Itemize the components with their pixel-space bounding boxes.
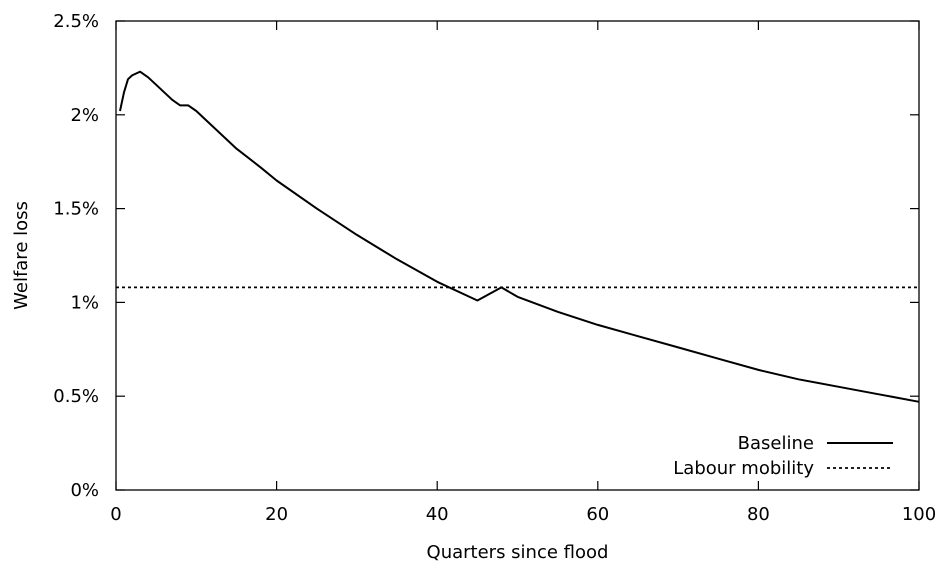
series-line-baseline bbox=[119, 70, 920, 403]
x-tick-label: 0 bbox=[110, 504, 121, 525]
y-tick-label: 1.5% bbox=[53, 199, 99, 220]
legend-label: Baseline bbox=[738, 433, 814, 454]
legend-label: Labour mobility bbox=[673, 458, 814, 479]
series-layer bbox=[116, 70, 920, 403]
y-axis-title: Welfare loss bbox=[11, 201, 32, 310]
y-tick-label: 0.5% bbox=[53, 386, 99, 407]
tick-labels: 0 20 40 60 80 100 0% 0.5% 1% 1.5% 2% 2.5% bbox=[53, 11, 936, 525]
plot-frame bbox=[115, 20, 920, 491]
y-tick-label: 1% bbox=[70, 292, 99, 313]
plot-area bbox=[115, 20, 920, 491]
y-tick-label: 0% bbox=[70, 480, 99, 501]
x-tick-label: 80 bbox=[747, 504, 770, 525]
x-tick-label: 40 bbox=[426, 504, 449, 525]
x-tick-label: 60 bbox=[586, 504, 609, 525]
y-tick-label: 2.5% bbox=[53, 11, 99, 32]
x-tick-label: 20 bbox=[265, 504, 288, 525]
y-tick-label: 2% bbox=[70, 105, 99, 126]
x-tick-label: 100 bbox=[902, 504, 936, 525]
legend: Baseline Labour mobility bbox=[673, 433, 893, 479]
x-axis-title: Quarters since flood bbox=[427, 542, 609, 562]
axis-ticks bbox=[115, 20, 920, 491]
